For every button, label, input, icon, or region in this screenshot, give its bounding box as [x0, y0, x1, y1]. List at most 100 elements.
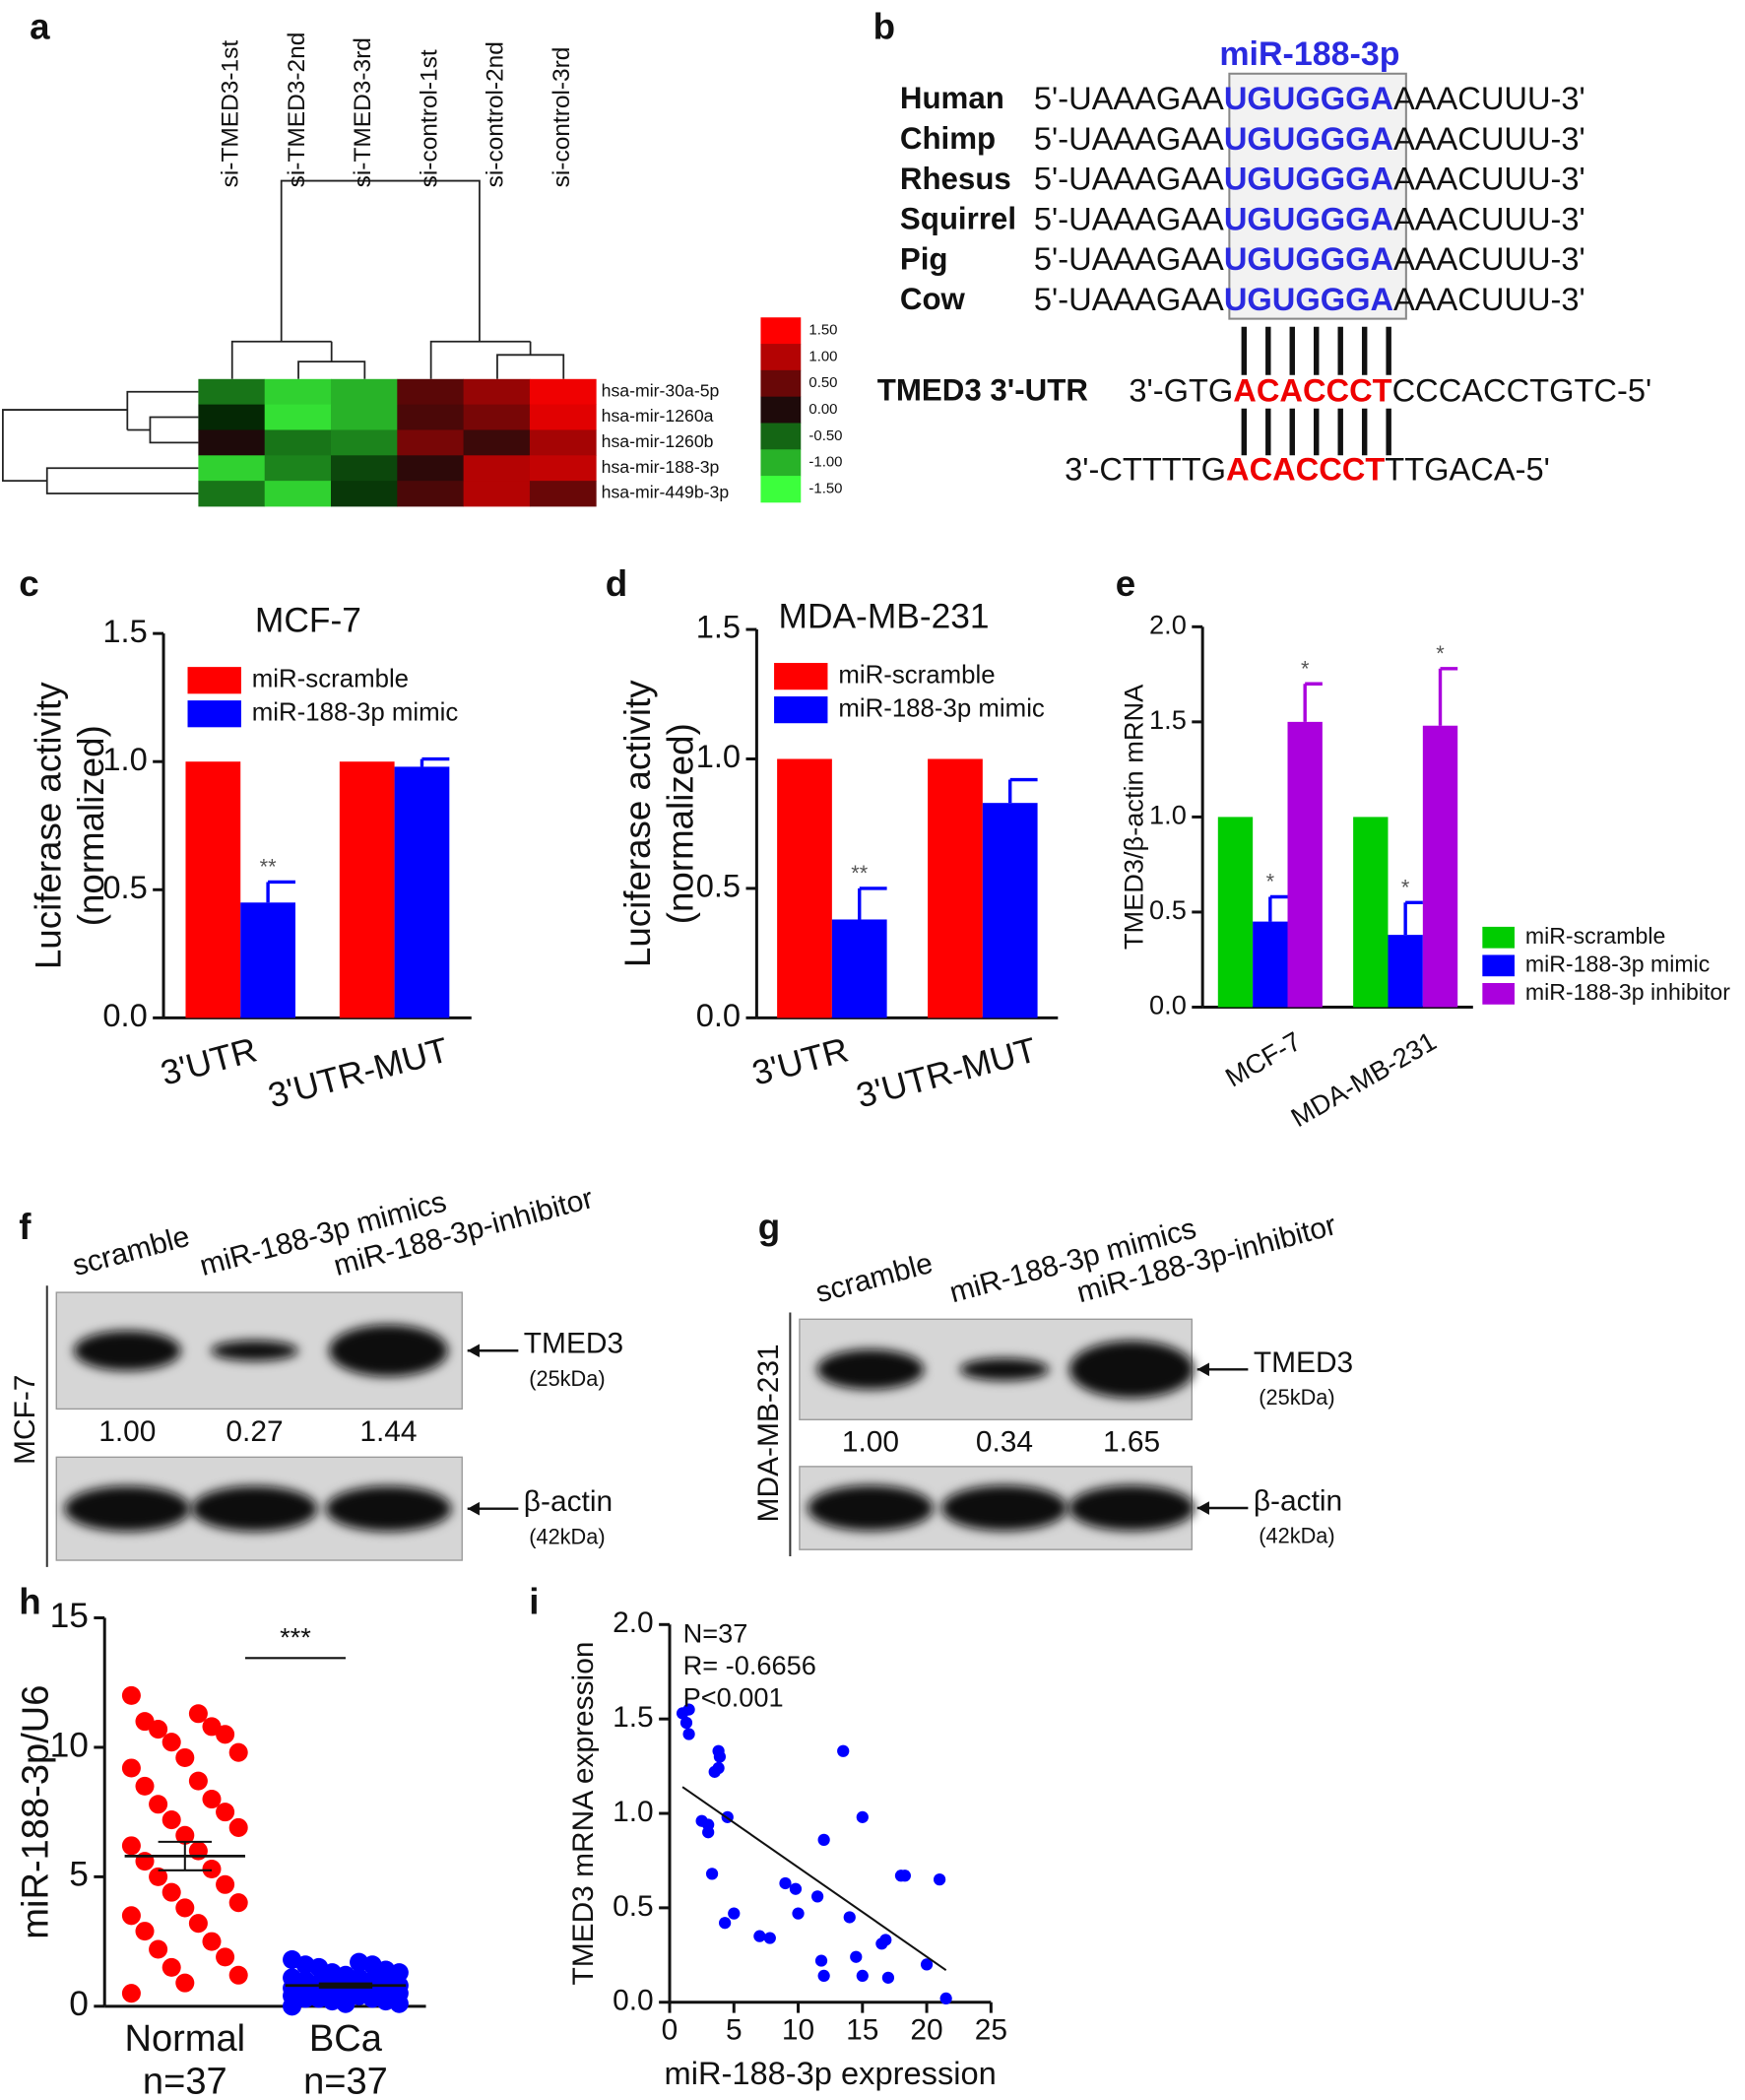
point	[202, 1859, 222, 1879]
colorbar-block	[760, 344, 802, 371]
point	[920, 1958, 934, 1971]
row-label: hsa-mir-449b-3p	[602, 483, 730, 502]
colorbar-block	[760, 317, 802, 345]
point	[934, 1873, 946, 1886]
sequence: 5'-UAAAGAAUGUGGGAAAACUUU-3'	[1034, 160, 1585, 196]
point	[162, 1957, 181, 1977]
y-tick-label: 2.0	[613, 1607, 654, 1639]
point	[939, 1992, 952, 2005]
colorbar-label: -1.00	[808, 454, 842, 471]
band-name: β-actin	[524, 1485, 613, 1518]
point	[162, 1810, 181, 1830]
heatmap-cell	[529, 378, 597, 406]
sequence: 5'-UAAAGAAUGUGGGAAAACUUU-3'	[1034, 200, 1585, 236]
bar	[777, 758, 832, 1018]
point	[719, 1917, 732, 1930]
sequence-part: 5'-UAAAGAA	[1034, 240, 1224, 277]
sequence: 5'-UAAAGAAUGUGGGAAAACUUU-3'	[1034, 80, 1585, 116]
y-tick-label: 1.5	[102, 613, 147, 649]
species-name: Chimp	[900, 121, 996, 156]
bar	[982, 803, 1038, 1018]
heatmap-cell	[397, 429, 465, 456]
bar	[339, 761, 395, 1018]
significance: *	[1266, 870, 1275, 894]
point	[175, 1747, 195, 1767]
significance: *	[1401, 875, 1410, 899]
point	[810, 1890, 824, 1903]
point	[228, 1965, 248, 1985]
bar	[928, 758, 983, 1018]
colorbar-label: 0.00	[808, 401, 837, 418]
point	[175, 1825, 195, 1845]
x-tick-label: 10	[782, 2014, 814, 2047]
point	[779, 1876, 792, 1890]
seed-sequence: ACACCCT	[1233, 371, 1391, 408]
point	[162, 1733, 181, 1752]
target-name: TMED3 3'-UTR	[877, 373, 1088, 408]
point	[881, 1971, 895, 1984]
heatmap-cell	[264, 481, 332, 507]
heatmap-cell	[529, 404, 597, 430]
heatmap-cell	[331, 481, 398, 507]
heatmap-cell	[264, 404, 332, 430]
point	[843, 1911, 856, 1924]
point	[228, 1893, 248, 1913]
y-tick-label: 2.0	[1149, 610, 1187, 640]
column-label: si-control-3rd	[549, 47, 575, 188]
arrow-head	[1196, 1501, 1209, 1515]
legend-label: miR-scramble	[1525, 923, 1666, 949]
band-size: (42kDa)	[529, 1524, 605, 1548]
band	[959, 1357, 1050, 1381]
point	[389, 1994, 409, 2013]
sequence-part: 5'-UAAAGAA	[1034, 200, 1224, 236]
colorbar-block	[760, 449, 802, 477]
sequence-part: 5'-UAAAGAA	[1034, 281, 1224, 317]
column-label: si-TMED3-3rd	[350, 37, 376, 187]
point	[702, 1826, 715, 1839]
point	[898, 1870, 911, 1882]
sequence-part: AAACUUU-3'	[1393, 160, 1585, 196]
y-axis-label: (normalized)	[71, 725, 111, 926]
sequence-part: AAACUUU-3'	[1393, 80, 1585, 116]
x-tick-label: Normal	[124, 2018, 245, 2060]
heatmap-cell	[264, 378, 332, 406]
annotation: P<0.001	[683, 1682, 784, 1713]
y-tick-label: 0.5	[1149, 894, 1187, 925]
sequence: 5'-UAAAGAAUGUGGGAAAACUUU-3'	[1034, 281, 1585, 317]
y-tick-label: 0.5	[613, 1890, 654, 1923]
x-tick-label: BCa	[309, 2018, 383, 2060]
point	[149, 1720, 168, 1739]
sequence-part: 5'-UAAAGAA	[1034, 119, 1224, 156]
heatmap-cell	[198, 429, 266, 456]
heatmap-cell	[529, 481, 597, 507]
bar	[1217, 817, 1254, 1008]
seed-sequence: ACACCCT	[1226, 450, 1385, 487]
band	[1068, 1341, 1195, 1399]
chart-title: MCF-7	[255, 602, 361, 640]
y-tick-label: 0.5	[696, 868, 741, 904]
y-tick-label: 0.5	[102, 869, 147, 905]
panel-label: c	[19, 563, 38, 604]
y-tick-label: 0.0	[613, 1985, 654, 2017]
sequence-part: 3'-CTTTTG	[1065, 450, 1226, 487]
y-tick-label: 0.0	[696, 997, 741, 1033]
quantification: 1.00	[842, 1426, 899, 1459]
point	[162, 1882, 181, 1902]
point	[202, 1790, 222, 1809]
point	[175, 1973, 195, 1993]
annotation: R= -0.6656	[683, 1650, 816, 1680]
heatmap-cell	[529, 455, 597, 482]
panel-label: g	[758, 1207, 780, 1247]
sequence-part: AAACUUU-3'	[1393, 281, 1585, 317]
legend-label: miR-188-3p inhibitor	[1525, 979, 1730, 1005]
y-tick-label: 1.5	[613, 1701, 654, 1734]
colorbar-label: -1.50	[808, 480, 842, 496]
legend-swatch	[774, 663, 828, 690]
band-name: β-actin	[1254, 1484, 1342, 1517]
sequence-part: CCCACCTGTC-5'	[1392, 371, 1652, 408]
band	[64, 1485, 191, 1532]
y-axis-label: miR-188-3p/U6	[15, 1685, 56, 1939]
bar	[1422, 725, 1458, 1008]
bar	[1388, 935, 1423, 1008]
cell-line: MDA-MB-231	[752, 1344, 785, 1522]
